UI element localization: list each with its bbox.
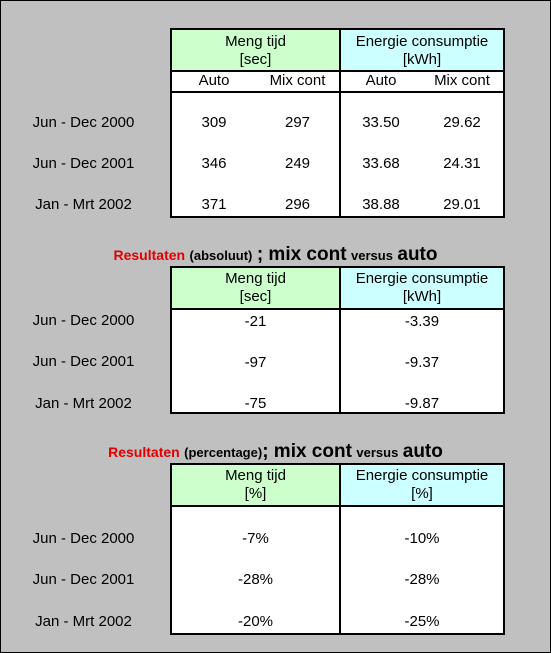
cell-energie-mix: 24.31 [443, 155, 481, 172]
title-qualifier: (percentage) [184, 445, 263, 460]
cell-energie-auto: 38.88 [362, 196, 400, 213]
title-versus: versus [351, 248, 393, 263]
row-label-jun-dec-2001: Jun - Dec 2001 [32, 571, 135, 588]
cell-meng-mix: 297 [284, 114, 311, 131]
energie-unit: [kWh] [402, 51, 442, 68]
cell-energie: -9.87 [404, 395, 440, 412]
meng-tijd-label: Meng tijd [225, 467, 286, 484]
cell-meng-auto: 371 [201, 196, 227, 213]
cell-meng: -21 [244, 313, 267, 330]
meng-tijd-label: Meng tijd [225, 33, 286, 50]
title-mix-cont: ; mix cont [256, 244, 347, 265]
cell-energie: -3.39 [404, 313, 440, 330]
cell-meng: -97 [244, 354, 267, 371]
row-label-jun-dec-2000: Jun - Dec 2000 [32, 312, 135, 329]
energie-label: Energie consumptie [355, 33, 489, 50]
row-label-jan-mrt-2002: Jan - Mrt 2002 [35, 395, 132, 412]
title-auto: auto [402, 441, 443, 462]
title-resultaten: Resultaten [108, 444, 180, 460]
title-versus: versus [356, 445, 399, 460]
row-label-jan-mrt-2002: Jan - Mrt 2002 [35, 613, 132, 630]
sub-header-auto: Auto [198, 72, 230, 89]
title-qualifier: (absoluut) [189, 248, 253, 263]
row-label-jun-dec-2000: Jun - Dec 2000 [32, 530, 135, 547]
meng-tijd-header: Meng tijd [sec] [172, 30, 339, 72]
column-divider [339, 268, 341, 412]
cell-meng-auto: 346 [201, 155, 227, 172]
row-label-jun-dec-2000: Jun - Dec 2000 [32, 114, 135, 131]
cell-energie-mix: 29.01 [443, 196, 481, 213]
cell-energie-auto: 33.68 [362, 155, 400, 172]
cell-meng-mix: 249 [284, 155, 311, 172]
meng-tijd-unit: [sec] [239, 288, 272, 305]
energie-header: Energie consumptie [%] [341, 465, 503, 507]
cell-energie: -28% [404, 571, 440, 588]
sub-header-mix-cont: Mix cont [269, 72, 326, 89]
meng-tijd-header: Meng tijd [%] [172, 465, 339, 507]
energie-unit: [%] [411, 485, 433, 502]
cell-energie: -10% [404, 530, 440, 547]
title-mix-cont: ; mix cont [262, 441, 352, 462]
percentage-results-table: Meng tijd [%] Energie consumptie [%] -7%… [170, 463, 505, 635]
energie-label: Energie consumptie [355, 270, 489, 287]
sub-header-auto: Auto [365, 72, 397, 89]
row-label-jun-dec-2001: Jun - Dec 2001 [32, 155, 135, 172]
column-divider [339, 30, 341, 216]
row-label-jan-mrt-2002: Jan - Mrt 2002 [35, 196, 132, 213]
title-resultaten: Resultaten [113, 247, 186, 263]
row-label-jun-dec-2001: Jun - Dec 2001 [32, 353, 135, 370]
cell-meng: -20% [237, 613, 274, 630]
title-auto: auto [397, 244, 438, 265]
cell-energie: -25% [404, 613, 440, 630]
raw-data-table: Meng tijd [sec] Energie consumptie [kWh]… [170, 28, 505, 218]
cell-meng-mix: 296 [284, 196, 311, 213]
energie-unit: [kWh] [402, 288, 442, 305]
section-title-absoluut: Resultaten (absoluut) ; mix cont versus … [1, 244, 550, 266]
energie-label: Energie consumptie [355, 467, 489, 484]
cell-meng-auto: 309 [201, 114, 227, 131]
cell-meng: -7% [242, 530, 269, 547]
cell-meng: -75 [244, 395, 267, 412]
meng-tijd-label: Meng tijd [225, 270, 286, 287]
sub-header-mix-cont: Mix cont [434, 72, 490, 89]
sub-header-divider [172, 91, 503, 93]
energie-header: Energie consumptie [kWh] [341, 268, 503, 310]
meng-tijd-header: Meng tijd [sec] [172, 268, 339, 310]
energie-header: Energie consumptie [kWh] [341, 30, 503, 72]
cell-energie: -9.37 [404, 354, 440, 371]
cell-energie-mix: 29.62 [443, 114, 481, 131]
meng-tijd-unit: [%] [244, 485, 267, 502]
column-divider [339, 465, 341, 633]
cell-energie-auto: 33.50 [362, 114, 400, 131]
section-title-percentage: Resultaten (percentage); mix cont versus… [1, 441, 550, 463]
meng-tijd-unit: [sec] [239, 51, 272, 68]
cell-meng: -28% [237, 571, 274, 588]
absolute-results-table: Meng tijd [sec] Energie consumptie [kWh]… [170, 266, 505, 414]
